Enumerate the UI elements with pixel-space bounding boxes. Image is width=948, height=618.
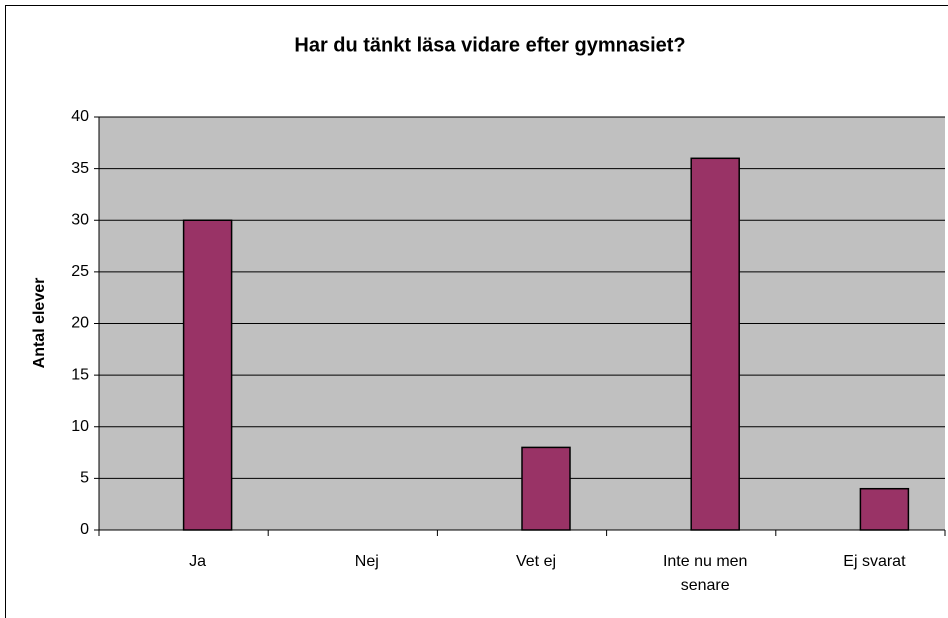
- bar: [182, 219, 233, 531]
- x-tick-label: Inte nu men senare: [662, 553, 748, 594]
- y-tick-label: 15: [71, 366, 89, 383]
- y-tick-label: 5: [80, 470, 89, 487]
- y-tick-label: 20: [71, 315, 89, 332]
- x-tick-label: Ej svarat: [843, 553, 906, 570]
- y-tick-label: 40: [71, 108, 89, 125]
- chart-title: Har du tänkt läsa vidare efter gymnasiet…: [294, 34, 685, 56]
- bar: [521, 446, 571, 531]
- y-axis-title: Antal elever: [31, 278, 48, 369]
- y-tick-label: 25: [71, 263, 89, 280]
- bar: [859, 487, 910, 531]
- x-tick-label: Ja: [189, 553, 207, 570]
- x-tick-label: Nej: [354, 553, 379, 570]
- x-tick-label: Vet ej: [515, 553, 557, 570]
- y-tick-label: 0: [80, 521, 89, 538]
- y-tick-label: 10: [71, 418, 89, 435]
- bar: [690, 157, 740, 531]
- y-tick-label: 35: [71, 160, 89, 177]
- y-tick-label: 30: [71, 211, 89, 228]
